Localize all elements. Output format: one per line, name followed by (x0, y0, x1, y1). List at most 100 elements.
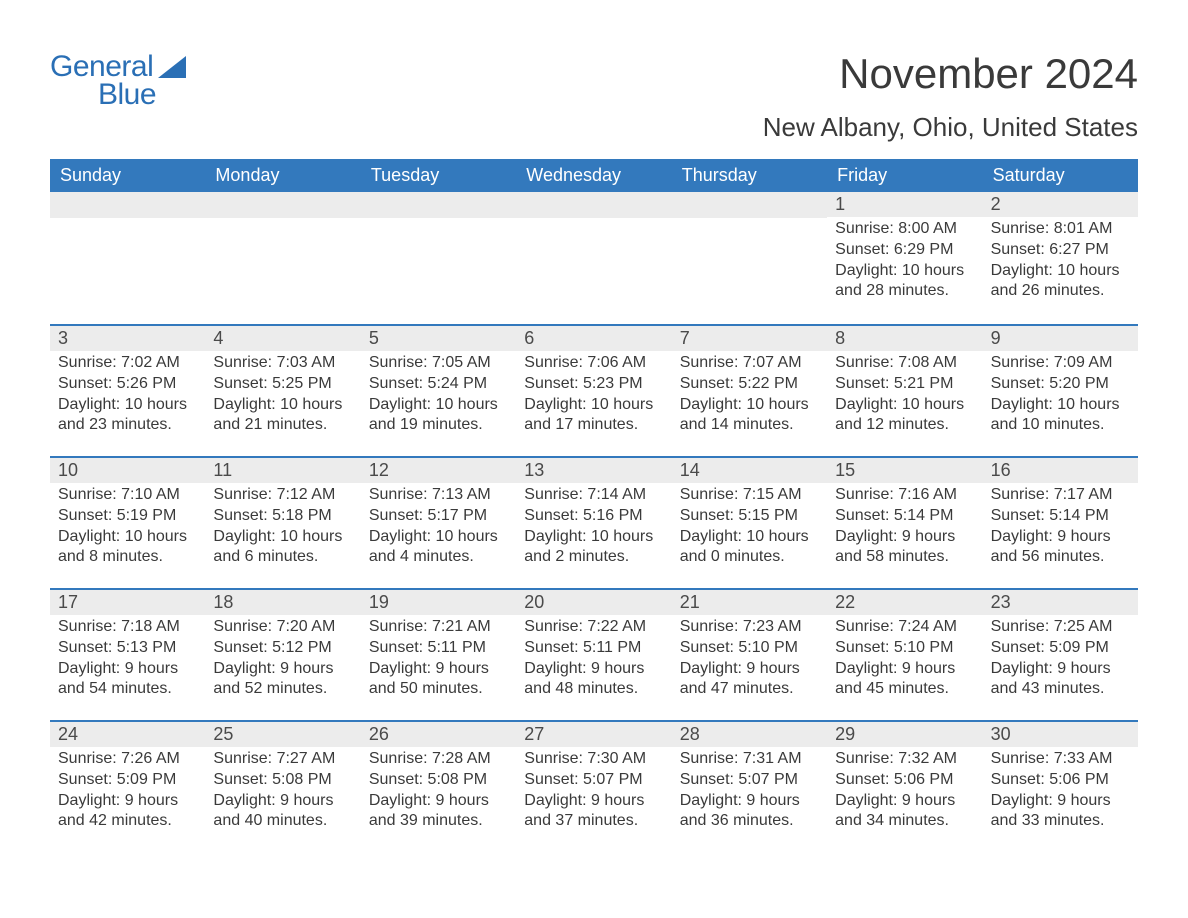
day-details: Sunrise: 7:32 AMSunset: 5:06 PMDaylight:… (827, 747, 982, 832)
daylight-line-1: Daylight: 10 hours (680, 395, 819, 416)
daylight-line-1: Daylight: 9 hours (991, 659, 1130, 680)
calendar-weeks: 1Sunrise: 8:00 AMSunset: 6:29 PMDaylight… (50, 192, 1138, 852)
logo-text-blue: Blue (98, 78, 156, 112)
day-number-empty (50, 192, 205, 218)
weekday-header: Friday (827, 159, 982, 192)
day-number: 19 (361, 590, 516, 615)
sunset-line: Sunset: 5:15 PM (680, 506, 819, 527)
daylight-line-1: Daylight: 10 hours (835, 261, 974, 282)
sunrise-line: Sunrise: 7:22 AM (524, 617, 663, 638)
sunset-line: Sunset: 5:12 PM (213, 638, 352, 659)
day-number: 4 (205, 326, 360, 351)
sunrise-line: Sunrise: 7:24 AM (835, 617, 974, 638)
daylight-line-1: Daylight: 9 hours (524, 659, 663, 680)
weekday-header: Tuesday (361, 159, 516, 192)
calendar-week: 24Sunrise: 7:26 AMSunset: 5:09 PMDayligh… (50, 720, 1138, 852)
day-number-empty (672, 192, 827, 218)
sunset-line: Sunset: 5:24 PM (369, 374, 508, 395)
day-details: Sunrise: 7:12 AMSunset: 5:18 PMDaylight:… (205, 483, 360, 568)
day-number-empty (361, 192, 516, 218)
daylight-line-2: and 19 minutes. (369, 415, 508, 436)
daylight-line-2: and 45 minutes. (835, 679, 974, 700)
day-number: 5 (361, 326, 516, 351)
daylight-line-2: and 8 minutes. (58, 547, 197, 568)
daylight-line-1: Daylight: 10 hours (369, 527, 508, 548)
day-details: Sunrise: 7:31 AMSunset: 5:07 PMDaylight:… (672, 747, 827, 832)
daylight-line-2: and 47 minutes. (680, 679, 819, 700)
calendar-day: 18Sunrise: 7:20 AMSunset: 5:12 PMDayligh… (205, 590, 360, 710)
sunset-line: Sunset: 5:10 PM (680, 638, 819, 659)
sunset-line: Sunset: 5:11 PM (369, 638, 508, 659)
sunset-line: Sunset: 5:08 PM (369, 770, 508, 791)
daylight-line-2: and 14 minutes. (680, 415, 819, 436)
day-number: 10 (50, 458, 205, 483)
daylight-line-1: Daylight: 9 hours (991, 527, 1130, 548)
calendar-day: 15Sunrise: 7:16 AMSunset: 5:14 PMDayligh… (827, 458, 982, 578)
sunrise-line: Sunrise: 7:05 AM (369, 353, 508, 374)
sunset-line: Sunset: 5:18 PM (213, 506, 352, 527)
daylight-line-1: Daylight: 9 hours (58, 791, 197, 812)
daylight-line-2: and 23 minutes. (58, 415, 197, 436)
daylight-line-2: and 4 minutes. (369, 547, 508, 568)
sunrise-line: Sunrise: 7:33 AM (991, 749, 1130, 770)
daylight-line-2: and 28 minutes. (835, 281, 974, 302)
daylight-line-2: and 42 minutes. (58, 811, 197, 832)
day-number: 17 (50, 590, 205, 615)
day-number: 6 (516, 326, 671, 351)
day-details: Sunrise: 7:33 AMSunset: 5:06 PMDaylight:… (983, 747, 1138, 832)
header: General Blue November 2024 New Albany, O… (50, 50, 1138, 143)
day-details: Sunrise: 7:13 AMSunset: 5:17 PMDaylight:… (361, 483, 516, 568)
daylight-line-1: Daylight: 10 hours (680, 527, 819, 548)
sunset-line: Sunset: 6:27 PM (991, 240, 1130, 261)
weekday-header: Sunday (50, 159, 205, 192)
daylight-line-1: Daylight: 9 hours (835, 659, 974, 680)
sunrise-line: Sunrise: 7:15 AM (680, 485, 819, 506)
sunrise-line: Sunrise: 8:00 AM (835, 219, 974, 240)
sunrise-line: Sunrise: 7:17 AM (991, 485, 1130, 506)
sunset-line: Sunset: 5:08 PM (213, 770, 352, 791)
daylight-line-2: and 2 minutes. (524, 547, 663, 568)
calendar-week: 3Sunrise: 7:02 AMSunset: 5:26 PMDaylight… (50, 324, 1138, 456)
day-number: 24 (50, 722, 205, 747)
calendar-day-empty (516, 192, 671, 314)
calendar-day: 28Sunrise: 7:31 AMSunset: 5:07 PMDayligh… (672, 722, 827, 842)
daylight-line-2: and 0 minutes. (680, 547, 819, 568)
sunrise-line: Sunrise: 7:18 AM (58, 617, 197, 638)
sunset-line: Sunset: 5:22 PM (680, 374, 819, 395)
daylight-line-2: and 6 minutes. (213, 547, 352, 568)
sunset-line: Sunset: 5:23 PM (524, 374, 663, 395)
calendar-day: 21Sunrise: 7:23 AMSunset: 5:10 PMDayligh… (672, 590, 827, 710)
sunrise-line: Sunrise: 7:25 AM (991, 617, 1130, 638)
sunrise-line: Sunrise: 7:26 AM (58, 749, 197, 770)
sunset-line: Sunset: 5:07 PM (524, 770, 663, 791)
calendar-day: 7Sunrise: 7:07 AMSunset: 5:22 PMDaylight… (672, 326, 827, 446)
sunrise-line: Sunrise: 7:12 AM (213, 485, 352, 506)
sunset-line: Sunset: 5:06 PM (991, 770, 1130, 791)
calendar-week: 10Sunrise: 7:10 AMSunset: 5:19 PMDayligh… (50, 456, 1138, 588)
calendar-day: 29Sunrise: 7:32 AMSunset: 5:06 PMDayligh… (827, 722, 982, 842)
calendar-day: 22Sunrise: 7:24 AMSunset: 5:10 PMDayligh… (827, 590, 982, 710)
weekday-header: Thursday (672, 159, 827, 192)
day-details: Sunrise: 7:28 AMSunset: 5:08 PMDaylight:… (361, 747, 516, 832)
calendar-day: 14Sunrise: 7:15 AMSunset: 5:15 PMDayligh… (672, 458, 827, 578)
calendar-day: 27Sunrise: 7:30 AMSunset: 5:07 PMDayligh… (516, 722, 671, 842)
sunrise-line: Sunrise: 7:31 AM (680, 749, 819, 770)
sunrise-line: Sunrise: 7:20 AM (213, 617, 352, 638)
daylight-line-1: Daylight: 9 hours (524, 791, 663, 812)
location: New Albany, Ohio, United States (763, 112, 1138, 143)
calendar-week: 17Sunrise: 7:18 AMSunset: 5:13 PMDayligh… (50, 588, 1138, 720)
calendar-day: 24Sunrise: 7:26 AMSunset: 5:09 PMDayligh… (50, 722, 205, 842)
day-number: 13 (516, 458, 671, 483)
daylight-line-1: Daylight: 9 hours (369, 791, 508, 812)
day-number: 9 (983, 326, 1138, 351)
month-title: November 2024 (763, 50, 1138, 98)
weekday-header: Saturday (983, 159, 1138, 192)
day-details: Sunrise: 8:01 AMSunset: 6:27 PMDaylight:… (983, 217, 1138, 302)
daylight-line-2: and 54 minutes. (58, 679, 197, 700)
sunset-line: Sunset: 6:29 PM (835, 240, 974, 261)
day-number: 23 (983, 590, 1138, 615)
calendar-day: 11Sunrise: 7:12 AMSunset: 5:18 PMDayligh… (205, 458, 360, 578)
calendar-day: 3Sunrise: 7:02 AMSunset: 5:26 PMDaylight… (50, 326, 205, 446)
calendar-day: 25Sunrise: 7:27 AMSunset: 5:08 PMDayligh… (205, 722, 360, 842)
day-details: Sunrise: 7:15 AMSunset: 5:15 PMDaylight:… (672, 483, 827, 568)
